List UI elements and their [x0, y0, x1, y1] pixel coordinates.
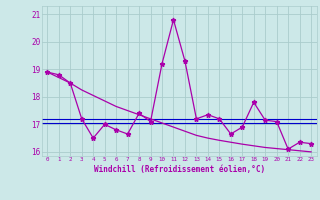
X-axis label: Windchill (Refroidissement éolien,°C): Windchill (Refroidissement éolien,°C): [94, 165, 265, 174]
